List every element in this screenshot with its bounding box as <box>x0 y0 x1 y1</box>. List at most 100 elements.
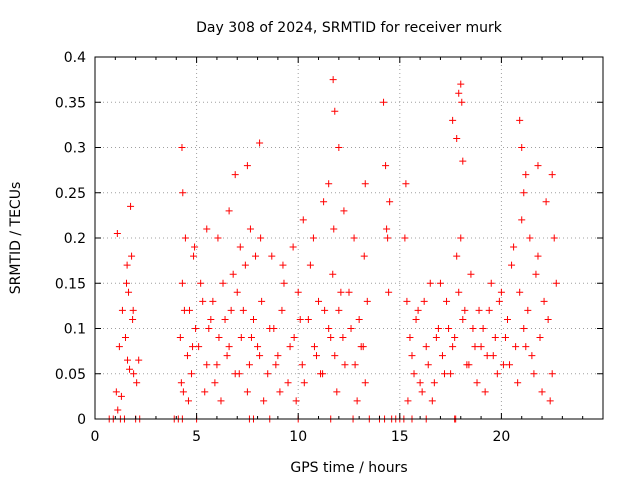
data-point <box>225 343 233 351</box>
data-point <box>268 252 276 260</box>
data-point <box>129 315 137 323</box>
data-point <box>189 343 197 351</box>
data-point <box>126 365 134 373</box>
data-point <box>179 189 187 197</box>
data-point <box>430 379 438 387</box>
data-point <box>112 388 120 396</box>
data-point <box>329 76 337 84</box>
data-point <box>176 334 184 342</box>
data-point <box>329 270 337 278</box>
data-point <box>436 279 444 287</box>
data-point <box>180 306 188 314</box>
data-point <box>114 406 122 414</box>
data-point <box>485 306 493 314</box>
data-point <box>457 80 465 88</box>
data-point <box>113 229 121 237</box>
data-point <box>207 315 215 323</box>
data-point <box>538 388 546 396</box>
data-point <box>243 388 251 396</box>
data-point <box>203 225 211 233</box>
data-point <box>298 361 306 369</box>
data-point <box>335 144 343 151</box>
data-point <box>449 116 457 124</box>
data-point <box>199 297 207 305</box>
data-point <box>178 144 186 151</box>
data-point <box>360 252 368 260</box>
data-point <box>434 325 442 332</box>
data-point <box>286 343 294 351</box>
data-point <box>115 343 123 351</box>
data-point <box>325 180 333 188</box>
data-point <box>406 334 414 342</box>
data-points <box>105 76 560 423</box>
data-point <box>385 288 393 296</box>
data-point <box>516 288 524 296</box>
data-point <box>363 297 371 305</box>
data-point <box>340 207 348 215</box>
data-point <box>361 379 369 387</box>
data-point <box>256 139 264 147</box>
data-point <box>225 207 233 215</box>
data-point <box>294 288 302 296</box>
data-point <box>542 198 550 206</box>
data-point <box>458 98 466 106</box>
data-point <box>304 315 312 323</box>
data-point <box>133 379 141 387</box>
data-point <box>229 270 237 278</box>
data-point <box>518 216 526 224</box>
data-point <box>339 334 347 342</box>
data-point <box>183 352 191 360</box>
data-point <box>341 361 349 369</box>
data-point <box>127 202 135 210</box>
data-point <box>546 397 554 405</box>
x-tick-label: 15 <box>391 429 409 445</box>
data-point <box>467 270 475 278</box>
data-point <box>461 306 469 314</box>
data-point <box>257 234 265 242</box>
data-point <box>418 388 426 396</box>
data-point <box>383 225 391 233</box>
data-point <box>530 370 538 378</box>
data-point <box>489 352 497 360</box>
data-point <box>292 397 300 405</box>
data-point <box>284 379 292 387</box>
data-point <box>320 198 328 206</box>
data-point <box>503 315 511 323</box>
data-point <box>512 343 520 351</box>
axis-ticks <box>94 56 603 420</box>
data-point <box>449 343 457 351</box>
data-point <box>404 397 412 405</box>
y-tick-label: 0.15 <box>55 276 86 292</box>
data-point <box>213 361 221 369</box>
y-tick-label: 0.2 <box>64 231 86 247</box>
data-point <box>426 279 434 287</box>
data-point <box>128 252 136 260</box>
data-point <box>258 297 266 305</box>
data-point <box>321 306 329 314</box>
data-point <box>130 370 138 378</box>
data-point <box>337 288 345 296</box>
data-point <box>524 306 532 314</box>
data-point <box>296 315 304 323</box>
data-point <box>264 370 272 378</box>
data-point <box>544 315 552 323</box>
data-point <box>178 279 186 287</box>
data-point <box>315 297 323 305</box>
data-point <box>247 334 255 342</box>
data-point <box>424 361 432 369</box>
data-point <box>408 352 416 360</box>
data-point <box>203 361 211 369</box>
data-point <box>279 261 287 269</box>
data-point <box>536 334 544 342</box>
data-point <box>351 361 359 369</box>
data-point <box>520 189 528 197</box>
y-tick-label: 0 <box>77 412 86 428</box>
data-point <box>345 288 353 296</box>
data-point <box>455 288 463 296</box>
data-point <box>520 325 528 332</box>
data-point <box>459 157 467 165</box>
data-point <box>205 325 213 332</box>
data-point <box>276 388 284 396</box>
